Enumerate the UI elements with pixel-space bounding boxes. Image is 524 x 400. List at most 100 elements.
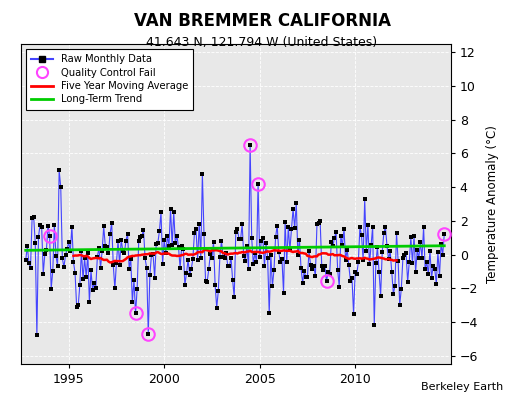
Point bbox=[98, 248, 106, 254]
Point bbox=[128, 299, 137, 305]
Point bbox=[64, 239, 73, 246]
Point bbox=[96, 265, 105, 271]
Point bbox=[139, 226, 148, 233]
Point bbox=[163, 233, 171, 239]
Point bbox=[428, 275, 436, 281]
Point bbox=[66, 248, 74, 255]
Point bbox=[211, 282, 220, 288]
Point bbox=[273, 222, 281, 229]
Point bbox=[118, 248, 127, 254]
Point bbox=[327, 239, 335, 246]
Point bbox=[28, 215, 36, 221]
Point bbox=[367, 242, 375, 248]
Point bbox=[299, 279, 307, 286]
Point bbox=[297, 265, 305, 272]
Point bbox=[58, 255, 67, 262]
Point bbox=[368, 223, 377, 230]
Point bbox=[276, 259, 285, 266]
Point bbox=[132, 310, 140, 317]
Point bbox=[77, 248, 85, 254]
Point bbox=[47, 286, 56, 292]
Point bbox=[407, 234, 415, 240]
Point bbox=[227, 254, 235, 261]
Point bbox=[92, 285, 100, 291]
Point bbox=[79, 276, 87, 282]
Point bbox=[259, 235, 267, 242]
Point bbox=[82, 274, 91, 280]
Point bbox=[335, 284, 343, 290]
Point bbox=[49, 267, 57, 274]
Point bbox=[195, 221, 203, 227]
Point bbox=[225, 263, 234, 269]
Point bbox=[55, 167, 63, 174]
Point bbox=[292, 200, 300, 206]
Point bbox=[440, 231, 449, 238]
Point bbox=[408, 260, 417, 266]
Point bbox=[72, 304, 81, 310]
Point bbox=[112, 259, 121, 266]
Point bbox=[238, 221, 246, 228]
Point bbox=[419, 224, 428, 230]
Point bbox=[111, 285, 119, 292]
Point bbox=[435, 272, 444, 279]
Point bbox=[168, 242, 177, 248]
Point bbox=[200, 230, 208, 237]
Point bbox=[152, 241, 160, 247]
Point bbox=[353, 271, 361, 277]
Point bbox=[182, 270, 191, 277]
Point bbox=[233, 226, 242, 232]
Point bbox=[365, 261, 374, 268]
Point bbox=[421, 266, 429, 273]
Point bbox=[322, 278, 331, 285]
Point bbox=[257, 238, 266, 244]
Point bbox=[41, 250, 49, 257]
Point bbox=[219, 254, 227, 260]
Point bbox=[310, 262, 318, 269]
Point bbox=[429, 262, 438, 269]
Point bbox=[93, 254, 102, 260]
Point bbox=[52, 253, 60, 259]
Point bbox=[37, 224, 46, 230]
Point bbox=[340, 226, 348, 232]
Point bbox=[300, 268, 309, 274]
Point bbox=[217, 238, 226, 244]
Point bbox=[350, 310, 358, 317]
Point bbox=[432, 280, 441, 287]
Point bbox=[115, 261, 124, 268]
Point bbox=[372, 260, 380, 266]
Point bbox=[379, 230, 388, 236]
Point bbox=[190, 230, 199, 237]
Point bbox=[396, 302, 404, 308]
Point bbox=[230, 294, 238, 300]
Point bbox=[262, 240, 270, 246]
Point bbox=[39, 270, 48, 277]
Point bbox=[307, 262, 315, 268]
Point bbox=[120, 250, 128, 256]
Point bbox=[241, 258, 249, 264]
Point bbox=[405, 259, 413, 265]
Point bbox=[351, 269, 359, 276]
Point bbox=[228, 277, 237, 283]
Point bbox=[244, 266, 253, 272]
Point bbox=[311, 273, 320, 279]
Point bbox=[109, 262, 117, 268]
Point bbox=[364, 222, 372, 228]
Point bbox=[136, 234, 145, 240]
Point bbox=[144, 330, 152, 337]
Point bbox=[260, 262, 269, 269]
Point bbox=[143, 265, 151, 271]
Point bbox=[287, 225, 296, 232]
Point bbox=[187, 266, 195, 272]
Point bbox=[330, 235, 339, 241]
Point bbox=[75, 282, 84, 288]
Point bbox=[213, 304, 221, 311]
Point bbox=[342, 256, 350, 263]
Point bbox=[314, 219, 323, 226]
Point bbox=[221, 255, 229, 261]
Point bbox=[270, 267, 278, 273]
Point bbox=[413, 247, 421, 253]
Point bbox=[155, 228, 163, 234]
Point bbox=[422, 259, 431, 265]
Point bbox=[53, 262, 62, 269]
Point bbox=[308, 266, 316, 272]
